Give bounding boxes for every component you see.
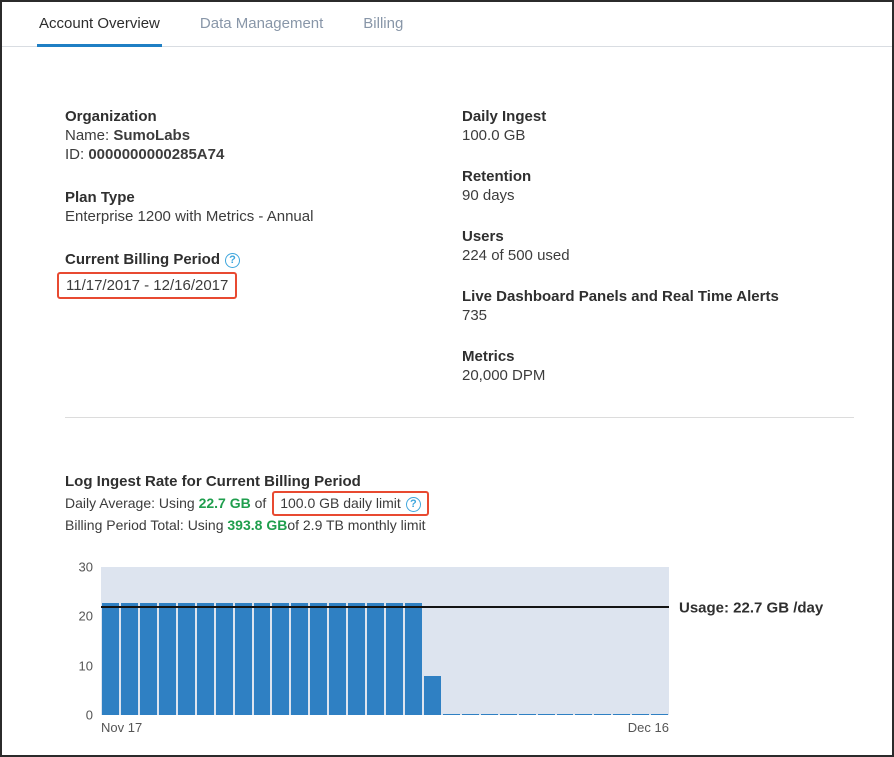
tab-data-management[interactable]: Data Management xyxy=(199,14,324,32)
metrics-block: Metrics 20,000 DPM xyxy=(462,347,854,385)
daily-limit-highlight: 100.0 GB daily limit? xyxy=(272,491,429,516)
chart-bar xyxy=(423,675,441,715)
content: Organization Name: SumoLabs ID: 00000000… xyxy=(2,47,892,755)
chart-y-axis: 0 10 20 30 xyxy=(65,560,101,723)
chart-bar xyxy=(556,713,574,715)
chart-bar xyxy=(215,603,233,715)
log-ingest-section: Log Ingest Rate for Current Billing Peri… xyxy=(65,472,854,755)
tab-bar: Account Overview Data Management Billing xyxy=(2,2,892,47)
organization-block: Organization Name: SumoLabs ID: 00000000… xyxy=(65,107,462,164)
organization-id: ID: 0000000000285A74 xyxy=(65,145,462,164)
plan-type-heading: Plan Type xyxy=(65,189,135,206)
chart-bar xyxy=(613,713,631,715)
y-axis-tick-label: 20 xyxy=(78,608,93,624)
metrics-value: 20,000 DPM xyxy=(462,367,546,384)
help-icon[interactable]: ? xyxy=(225,253,241,268)
chart-bar xyxy=(461,713,479,715)
daily-ingest-block: Daily Ingest 100.0 GB xyxy=(462,107,854,145)
daily-average-prefix: Daily Average: Using xyxy=(65,495,199,511)
log-ingest-title: Log Ingest Rate for Current Billing Peri… xyxy=(65,473,361,490)
organization-heading: Organization xyxy=(65,108,157,125)
daily-average-value: 22.7 GB xyxy=(198,495,251,511)
chart-bar xyxy=(329,603,347,715)
organization-id-label: ID: xyxy=(65,146,89,163)
retention-value: 90 days xyxy=(462,187,515,204)
organization-name-value: SumoLabs xyxy=(113,127,191,144)
chart-bar xyxy=(386,603,403,715)
organization-id-value: 0000000000285A74 xyxy=(88,146,225,163)
chart-plot xyxy=(101,567,669,715)
chart-bar xyxy=(234,603,252,715)
chart-bar xyxy=(651,713,669,715)
y-axis-tick-label: 30 xyxy=(78,559,93,575)
x-axis-start-label: Nov 17 xyxy=(101,720,143,735)
daily-average-mid: of xyxy=(250,495,271,511)
chart-bar xyxy=(518,713,536,715)
billing-period-heading-text: Current Billing Period xyxy=(65,251,221,268)
billing-period-block: Current Billing Period? 11/17/2017 - 12/… xyxy=(57,250,462,299)
chart-x-axis: Nov 17 Dec 16 xyxy=(101,720,669,735)
chart-bar xyxy=(367,603,385,715)
chart-bar xyxy=(537,713,555,715)
chart-bar xyxy=(139,603,157,715)
plan-type-block: Plan Type Enterprise 1200 with Metrics -… xyxy=(65,188,462,226)
billing-total-line: Billing Period Total: Using 393.8 GBof 2… xyxy=(65,516,854,535)
plan-type-value: Enterprise 1200 with Metrics - Annual xyxy=(65,208,314,225)
chart-bar xyxy=(310,603,328,715)
chart-bar xyxy=(177,603,195,715)
organization-name: Name: SumoLabs xyxy=(65,126,462,145)
chart-bar xyxy=(442,713,460,715)
chart-bar xyxy=(272,603,290,715)
dashboard-panels-block: Live Dashboard Panels and Real Time Aler… xyxy=(462,287,854,325)
retention-block: Retention 90 days xyxy=(462,167,854,205)
chart-bar xyxy=(348,603,366,715)
daily-ingest-heading: Daily Ingest xyxy=(462,108,547,125)
help-icon[interactable]: ? xyxy=(405,497,421,512)
chart-bar xyxy=(499,713,517,715)
y-axis-tick-label: 10 xyxy=(78,658,93,674)
chart-bar xyxy=(632,713,650,715)
chart-bar xyxy=(405,603,422,715)
daily-ingest-value: 100.0 GB xyxy=(462,127,526,144)
users-block: Users 224 of 500 used xyxy=(462,227,854,265)
ingest-chart: 0 10 20 30 Usage: 22.7 GB /day Nov 17 Dec 1… xyxy=(65,560,854,755)
billing-total-suffix: of 2.9 TB monthly limit xyxy=(287,517,426,533)
x-axis-end-label: Dec 16 xyxy=(627,720,669,735)
billing-period-heading: Current Billing Period? xyxy=(65,250,462,269)
account-details-left: Organization Name: SumoLabs ID: 00000000… xyxy=(57,107,462,407)
chart-bar xyxy=(575,713,593,715)
chart-bar xyxy=(253,603,271,715)
chart-bar xyxy=(102,603,119,715)
tab-account-overview[interactable]: Account Overview xyxy=(37,2,162,47)
usage-limit-line xyxy=(101,605,669,608)
daily-limit-text: 100.0 GB daily limit xyxy=(280,495,401,511)
chart-bar xyxy=(291,603,309,715)
chart-bar xyxy=(594,713,612,715)
section-divider xyxy=(65,417,854,418)
y-axis-tick-label: 0 xyxy=(85,707,93,723)
usage-line-label: Usage: 22.7 GB /day xyxy=(679,599,824,617)
metrics-heading: Metrics xyxy=(462,348,515,365)
chart-bar xyxy=(196,603,214,715)
tab-billing[interactable]: Billing xyxy=(363,14,404,32)
organization-name-label: Name: xyxy=(65,127,114,144)
account-details-right: Daily Ingest 100.0 GB Retention 90 days … xyxy=(462,107,854,407)
chart-bar xyxy=(158,603,176,715)
dashboard-panels-heading: Live Dashboard Panels and Real Time Aler… xyxy=(462,288,779,305)
daily-average-line: Daily Average: Using 22.7 GB of 100.0 GB… xyxy=(65,491,854,516)
chart-bar xyxy=(480,713,498,715)
billing-period-value: 11/17/2017 - 12/16/2017 xyxy=(66,277,229,294)
users-value: 224 of 500 used xyxy=(462,247,570,264)
retention-heading: Retention xyxy=(462,168,532,185)
billing-period-highlight: 11/17/2017 - 12/16/2017 xyxy=(57,272,238,299)
chart-plot-wrap: Usage: 22.7 GB /day Nov 17 Dec 16 xyxy=(101,567,823,735)
dashboard-panels-value: 735 xyxy=(462,307,488,324)
chart-bar xyxy=(120,603,138,715)
users-heading: Users xyxy=(462,228,504,245)
billing-total-prefix: Billing Period Total: Using xyxy=(65,517,228,533)
billing-total-value: 393.8 GB xyxy=(227,517,288,533)
